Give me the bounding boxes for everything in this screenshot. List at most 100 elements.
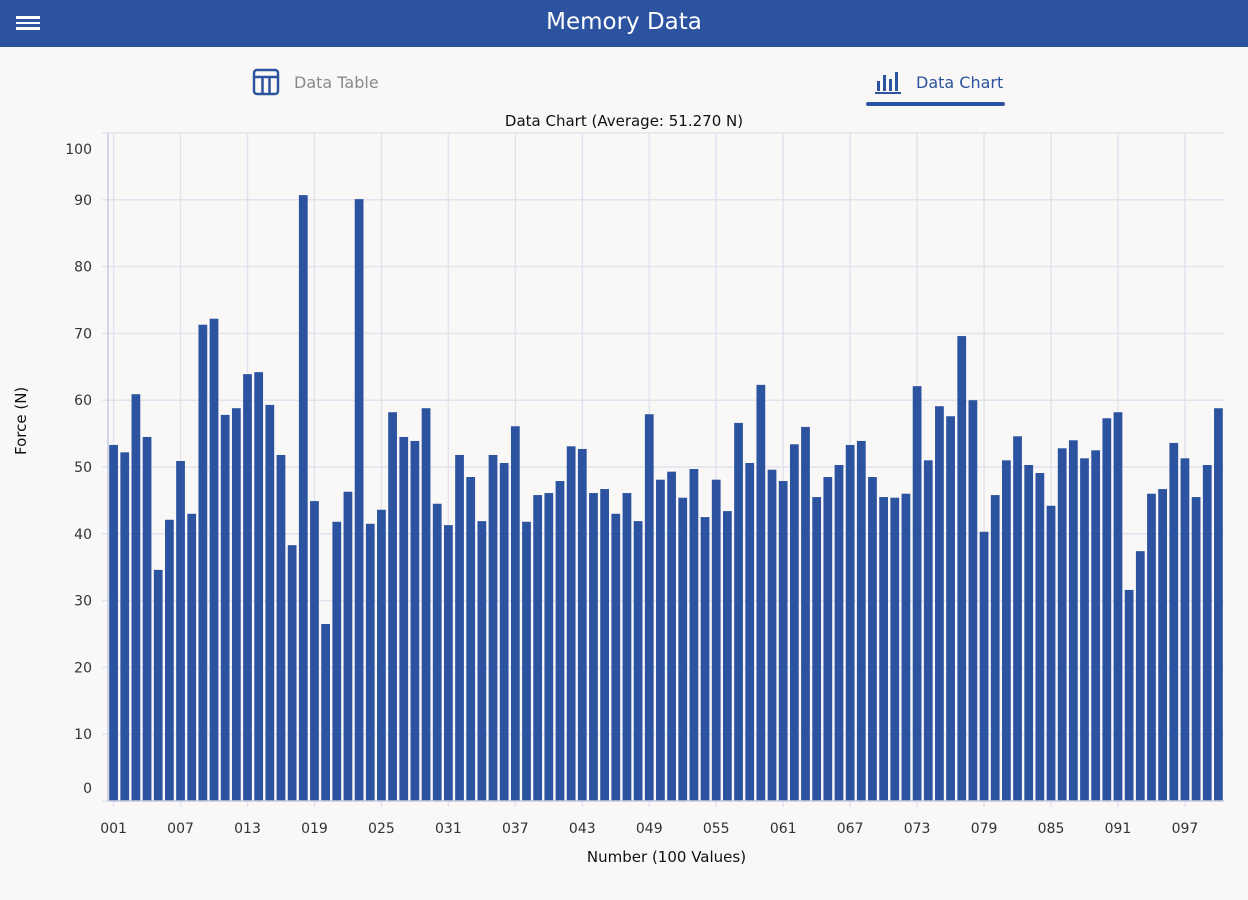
bar [789, 444, 799, 801]
bar [477, 521, 487, 801]
y-tick-label: 60 [74, 393, 92, 409]
bar [321, 623, 330, 801]
bar [589, 493, 598, 801]
bar [544, 493, 554, 801]
bar [1024, 464, 1034, 801]
bar [455, 454, 464, 801]
x-tick-label: 019 [301, 821, 328, 837]
bar [377, 509, 386, 801]
bar [332, 521, 342, 801]
y-tick-label: 100 [65, 142, 92, 158]
y-tick-label: 30 [74, 594, 92, 610]
bar [488, 454, 498, 801]
bar [644, 414, 654, 801]
bar [1124, 589, 1134, 801]
bar [600, 489, 609, 801]
bar [276, 454, 286, 801]
bar [1135, 551, 1145, 801]
bar [745, 462, 755, 801]
bar [142, 436, 152, 801]
active-tab-indicator [866, 102, 1005, 106]
y-tick-label: 50 [74, 460, 92, 476]
bar [1214, 408, 1223, 801]
bar [868, 477, 877, 801]
bar [957, 336, 967, 801]
x-tick-label: 025 [368, 821, 395, 837]
bar [633, 521, 643, 801]
bar [510, 426, 520, 801]
bar [153, 569, 163, 801]
y-tick-label: 0 [83, 781, 92, 797]
bar [812, 497, 822, 801]
bar [723, 511, 732, 801]
y-tick-label: 40 [74, 527, 92, 543]
bar [823, 477, 833, 801]
bar [968, 400, 978, 801]
bar [109, 444, 118, 801]
bar [343, 491, 353, 801]
bar [421, 408, 431, 801]
bar [176, 460, 185, 801]
bar [388, 412, 397, 801]
bar [979, 531, 989, 801]
bar [711, 479, 721, 801]
bar [1202, 464, 1212, 801]
tab-data-table[interactable]: Data Table [252, 60, 379, 104]
bar [399, 436, 409, 801]
bar [187, 513, 197, 801]
bar [678, 497, 688, 801]
bar [298, 195, 308, 801]
bar [856, 440, 866, 801]
bar [254, 372, 264, 801]
bar [1169, 442, 1179, 801]
bar [1013, 436, 1022, 801]
bar [801, 426, 810, 801]
bar [287, 545, 297, 801]
x-tick-label: 091 [1105, 821, 1132, 837]
hamburger-menu-icon[interactable] [16, 13, 40, 33]
table-icon [252, 68, 280, 96]
bar [1113, 412, 1123, 801]
bar [1080, 458, 1089, 801]
bar [522, 521, 531, 801]
x-tick-label: 073 [904, 821, 931, 837]
x-axis-label: Number (100 Values) [586, 848, 747, 866]
bar [231, 408, 241, 801]
bar [1180, 458, 1190, 801]
x-tick-label: 013 [234, 821, 261, 837]
bar [1057, 448, 1067, 801]
y-tick-label: 70 [74, 326, 92, 342]
bar [879, 497, 888, 801]
bar [365, 523, 375, 801]
bar [220, 414, 230, 801]
page-title: Memory Data [546, 9, 702, 35]
tab-label: Data Table [294, 72, 379, 92]
bar [1035, 473, 1045, 801]
x-tick-label: 001 [100, 821, 127, 837]
bar [990, 495, 1000, 801]
bar [198, 324, 208, 801]
bar [778, 481, 788, 801]
bar [935, 406, 944, 801]
bar [946, 416, 955, 801]
x-tick-label: 097 [1172, 821, 1199, 837]
x-tick-label: 055 [703, 821, 730, 837]
bar [131, 394, 141, 801]
tab-data-chart[interactable]: Data Chart [874, 60, 1003, 104]
x-tick-label: 037 [502, 821, 529, 837]
bar [499, 462, 509, 801]
bar [1068, 440, 1078, 801]
bar [1191, 497, 1201, 801]
y-tick-label: 20 [74, 660, 92, 676]
bar [466, 477, 476, 801]
bar-chart-icon [875, 72, 901, 94]
bar [611, 513, 621, 801]
bar [410, 440, 420, 801]
x-tick-label: 031 [435, 821, 462, 837]
bar [243, 374, 252, 801]
bar [432, 503, 442, 801]
y-axis-label: Force (N) [12, 386, 30, 455]
bar [555, 481, 565, 801]
bar [1147, 493, 1156, 801]
